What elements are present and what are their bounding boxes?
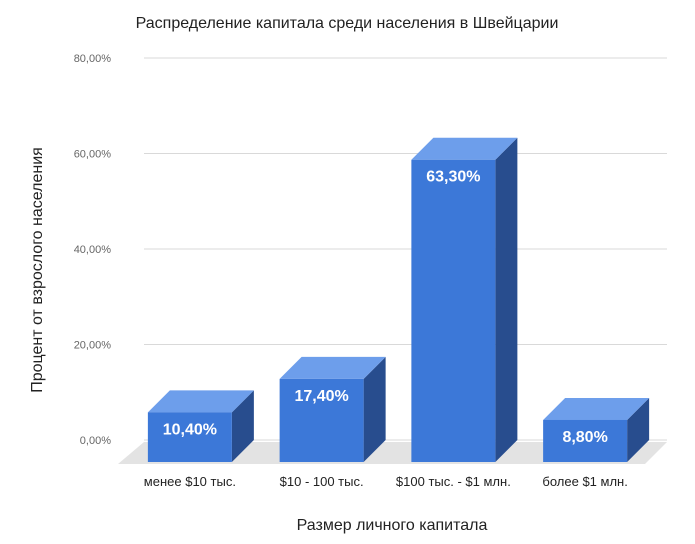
x-axis-title: Размер личного капитала xyxy=(297,517,488,534)
y-tick-label: 60,00% xyxy=(74,149,112,161)
gridlines xyxy=(144,57,667,441)
bar-front-face xyxy=(147,412,232,462)
bar-data-label: 8,80% xyxy=(562,429,607,446)
y-tick-label: 0,00% xyxy=(80,435,111,447)
y-axis-title: Процент от взрослого населения xyxy=(29,147,46,393)
bar-top-face xyxy=(411,137,518,160)
bar-side-face xyxy=(231,390,254,462)
y-tick-label: 20,00% xyxy=(74,340,112,352)
y-tick-label: 40,00% xyxy=(74,244,112,256)
bar-side-face xyxy=(495,137,518,462)
bar-front-face xyxy=(411,159,496,462)
bar: 8,80% xyxy=(543,397,650,462)
chart-floor-plane xyxy=(118,442,667,464)
chart-title: Распределение капитала среди населения в… xyxy=(136,15,559,32)
bar-top-face xyxy=(147,390,254,413)
x-tick-label: $10 - 100 тыс. xyxy=(280,474,364,489)
bar: 17,40% xyxy=(279,356,386,462)
x-tick-label: более $1 млн. xyxy=(542,474,627,489)
bars: 10,40% 17,40% 63,30% 8,80% xyxy=(147,137,650,462)
bar: 63,30% xyxy=(411,137,518,462)
x-axis-ticks: менее $10 тыс. $10 - 100 тыс. $100 тыс. - … xyxy=(144,474,628,489)
y-axis-ticks: 0,00% 20,00% 40,00% 60,00% 80,00% xyxy=(74,53,112,447)
x-tick-label: менее $10 тыс. xyxy=(144,474,236,489)
bar-side-face xyxy=(627,397,650,462)
x-tick-label: $100 тыс. - $1 млн. xyxy=(396,474,511,489)
bar-data-label: 63,30% xyxy=(426,169,480,186)
bar-top-face xyxy=(279,356,386,379)
bar-front-face xyxy=(543,419,628,462)
chart-floor xyxy=(118,442,667,464)
bar-data-label: 17,40% xyxy=(294,388,348,405)
bar-top-face xyxy=(543,397,650,420)
bar-data-label: 10,40% xyxy=(163,421,217,438)
y-tick-label: 80,00% xyxy=(74,53,112,65)
bar: 10,40% xyxy=(147,390,254,462)
bar-front-face xyxy=(279,378,364,462)
bar-side-face xyxy=(363,356,386,462)
